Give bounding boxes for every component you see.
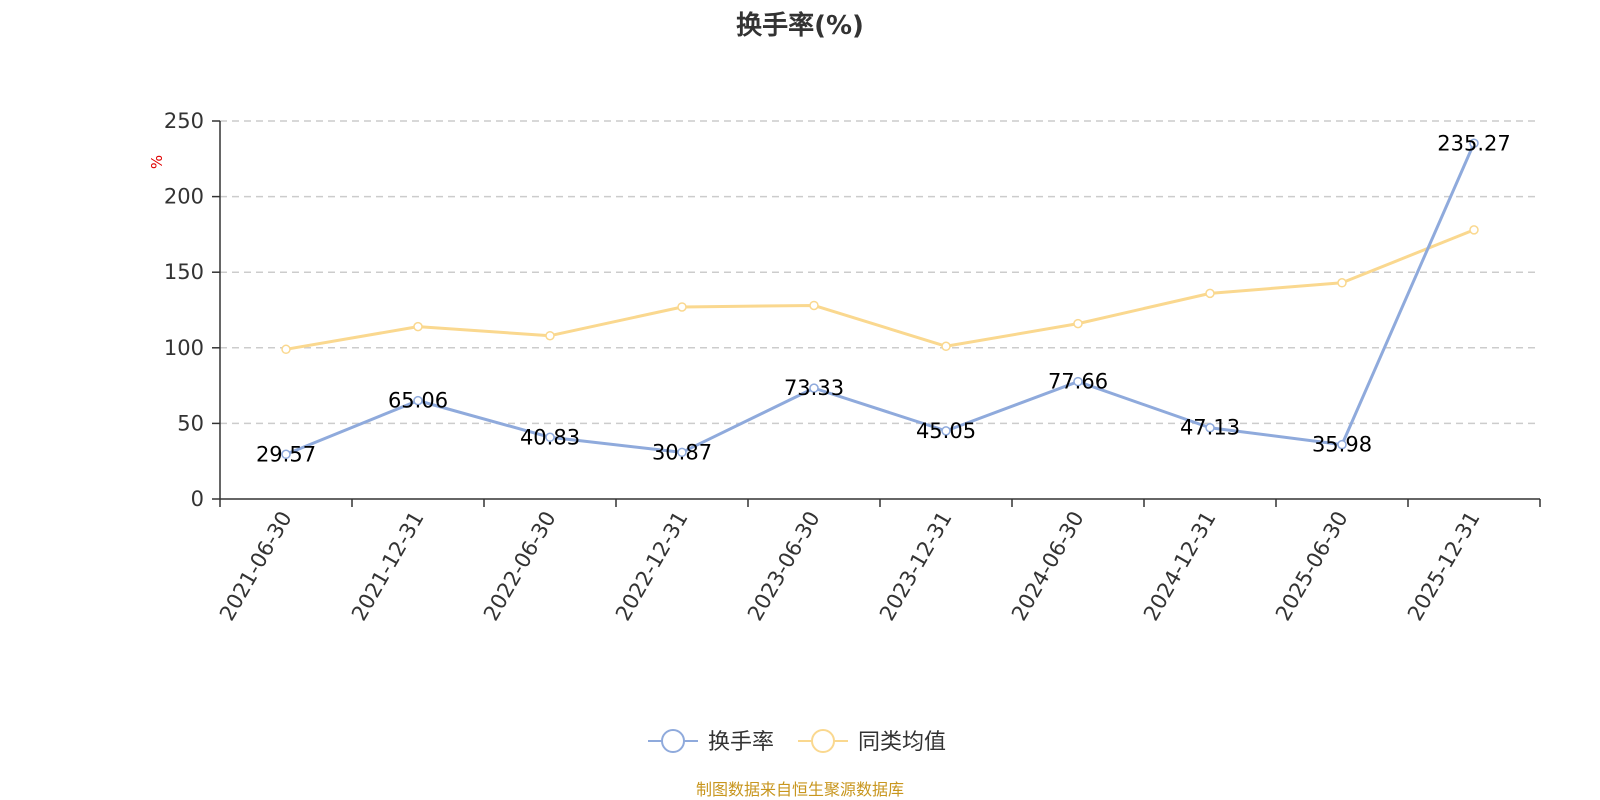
y-axis-unit-label: %: [148, 155, 166, 169]
data-point: [545, 432, 555, 443]
data-label: 45.05: [916, 419, 976, 443]
data-label: 235.27: [1437, 131, 1510, 155]
data-point: [545, 330, 555, 341]
data-point: [677, 447, 687, 458]
y-tick-label: 100: [164, 336, 204, 360]
legend-entry-label: 换手率: [708, 730, 774, 755]
data-point: [413, 395, 423, 406]
series-lines: [281, 138, 1479, 460]
data-source-note: 制图数据来自恒生聚源数据库: [696, 780, 904, 799]
data-label: 73.33: [784, 376, 844, 400]
data-labels: 29.57 65.06 40.83 30.87 73.33 45.05 77.66 47.13…: [256, 131, 1511, 466]
data-point: [809, 383, 819, 393]
y-tick-label: 250: [164, 109, 204, 133]
legend-entry-label: 同类均值: [858, 730, 946, 755]
data-label: 65.06: [388, 389, 448, 413]
series-line: [285, 228, 1475, 351]
data-point: [677, 302, 687, 312]
data-point: [941, 426, 951, 436]
data-point: [1469, 225, 1479, 235]
data-point: [1073, 318, 1083, 329]
data-point: [1337, 439, 1347, 450]
data-label: 30.87: [652, 440, 712, 464]
y-tick-label: 150: [164, 260, 204, 284]
data-label: 29.57: [256, 442, 316, 466]
data-label: 35.98: [1312, 433, 1372, 457]
data-point: [809, 300, 819, 311]
data-label: 40.83: [520, 425, 580, 449]
legend-marker-circle: [661, 729, 685, 753]
data-point: [1469, 138, 1479, 149]
x-tick-label: 2023-12-31: [875, 507, 957, 625]
data-point: [281, 344, 291, 355]
data-point: [941, 341, 951, 352]
x-tick-label: 2021-06-30: [215, 507, 297, 625]
data-point: [413, 321, 423, 332]
legend-marker-circle: [811, 729, 835, 753]
data-point: [281, 449, 291, 460]
x-tick-label: 2022-12-31: [611, 507, 693, 625]
x-tick-label: 2025-06-30: [1271, 507, 1353, 625]
data-point: [1205, 422, 1215, 433]
x-tick-label: 2022-06-30: [479, 507, 561, 625]
chart-title: 换手率(%): [736, 10, 864, 41]
y-tick-label: 50: [177, 411, 204, 435]
x-tick-label: 2024-12-31: [1139, 507, 1221, 625]
data-point: [1205, 288, 1215, 299]
x-tick-label: 2025-12-31: [1403, 507, 1485, 625]
series-line: [285, 142, 1476, 456]
grid-lines: [220, 120, 1540, 425]
y-tick-label: 200: [164, 185, 204, 209]
data-label: 47.13: [1180, 416, 1240, 440]
axes: 0 50 100 150 200 250 2021-06-30 2021-12-31 2022-…: [164, 109, 1541, 625]
data-point: [1337, 278, 1347, 288]
data-label: 77.66: [1048, 370, 1108, 394]
x-tick-label: 2021-12-31: [347, 507, 429, 625]
data-point: [1073, 376, 1083, 387]
x-tick-label: 2023-06-30: [743, 507, 825, 625]
x-tick-label: 2024-06-30: [1007, 507, 1089, 625]
legend: 换手率 同类均值: [648, 729, 946, 755]
y-tick-label: 0: [191, 487, 204, 511]
